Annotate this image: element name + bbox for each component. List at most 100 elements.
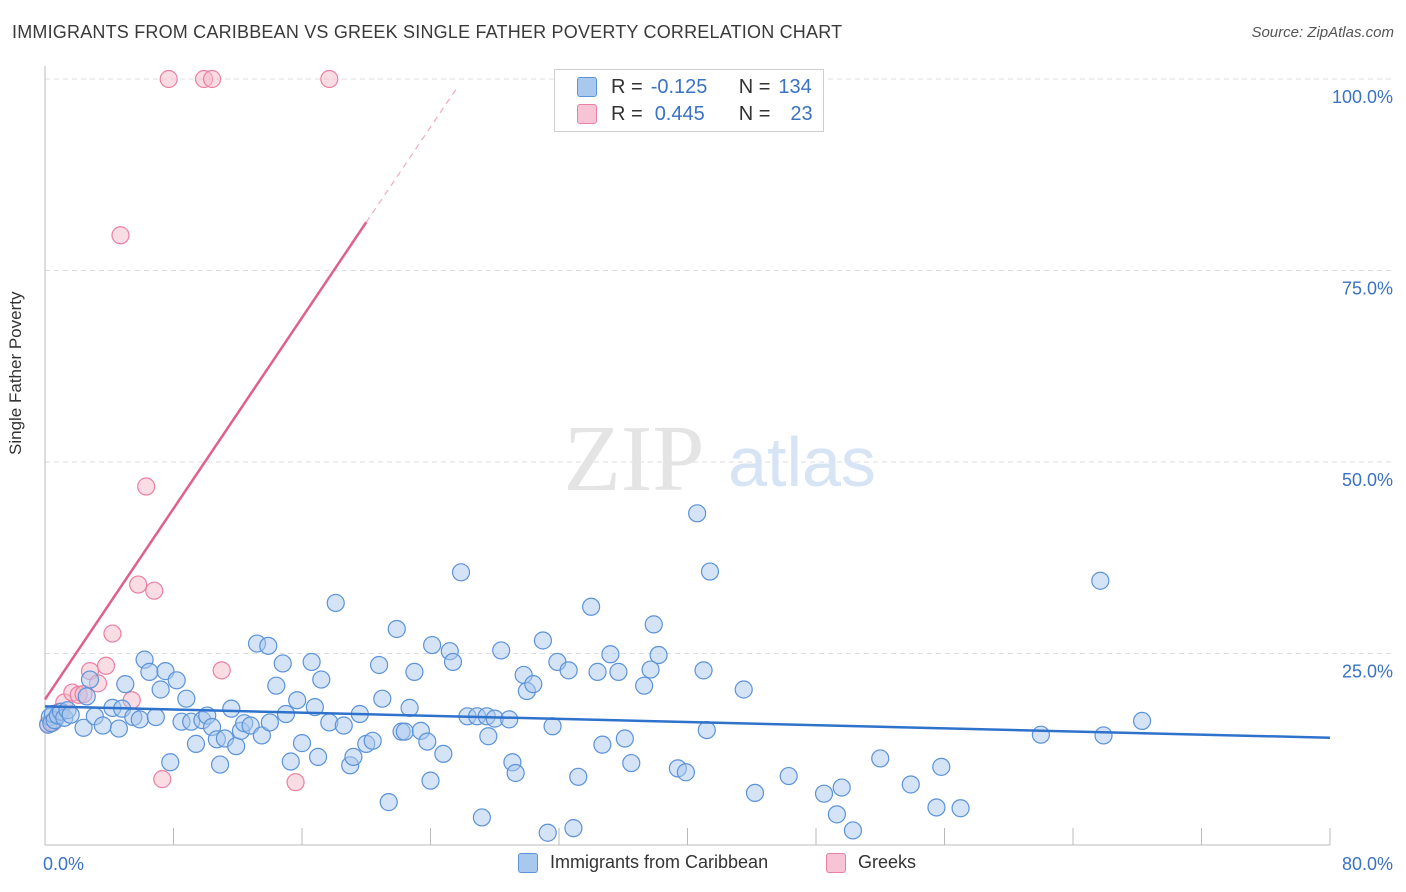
caribbean-point: [901, 775, 920, 794]
y-tick-label: 100.0%: [1332, 87, 1393, 107]
gridlines: [45, 78, 1392, 654]
caribbean-point: [649, 645, 668, 665]
caribbean-point: [395, 722, 414, 741]
greeks-point: [111, 226, 130, 245]
caribbean-point: [814, 784, 834, 803]
caribbean-point: [635, 676, 654, 695]
chart-title: IMMIGRANTS FROM CARIBBEAN VS GREEK SINGL…: [12, 22, 843, 42]
caribbean-point: [434, 744, 453, 763]
caribbean-point: [927, 798, 946, 817]
caribbean-point: [151, 680, 170, 699]
caribbean-point: [400, 698, 419, 717]
greeks-trend-extension: [365, 86, 459, 223]
r-label: R =: [611, 102, 643, 125]
caribbean-point: [93, 716, 112, 735]
caribbean-point: [370, 655, 389, 675]
caribbean-point: [533, 631, 553, 650]
caribbean-point: [694, 661, 713, 680]
caribbean-point: [418, 732, 437, 751]
pink-swatch: [826, 852, 846, 873]
greeks-point: [202, 69, 222, 89]
greeks-point: [286, 773, 305, 792]
caribbean-point: [373, 689, 392, 708]
pink-swatch: [577, 104, 597, 124]
r-value: -0.125: [650, 75, 708, 98]
caribbean-point: [500, 710, 519, 729]
greeks-point: [103, 624, 122, 643]
caribbean-trend-line: [44, 705, 1331, 740]
greeks-point: [145, 581, 164, 600]
caribbean-point: [227, 737, 246, 756]
n-label: N =: [738, 102, 771, 125]
caribbean-point: [74, 718, 93, 737]
blue-swatch: [518, 852, 538, 873]
legend-item-caribbean: Immigrants from Caribbean: [518, 852, 768, 873]
y-tick-label: 50.0%: [1342, 470, 1393, 490]
caribbean-point: [281, 752, 300, 771]
caribbean-point: [387, 619, 406, 639]
zipatlas-watermark: ZIP atlas: [564, 407, 876, 511]
caribbean-point: [405, 662, 424, 681]
caribbean-point: [582, 597, 601, 616]
caribbean-point: [779, 766, 798, 786]
caribbean-point: [932, 757, 951, 776]
greeks-point: [159, 69, 178, 89]
legend-row-greeks: R = 0.445 N = 23: [577, 102, 813, 126]
legend-label: Greeks: [858, 852, 917, 872]
greeks-point: [96, 656, 116, 675]
greeks-point: [153, 770, 172, 789]
caribbean-point: [423, 635, 442, 655]
caribbean-point: [288, 691, 307, 710]
caribbean-point: [472, 808, 491, 827]
x-tick-label: 80.0%: [1342, 854, 1393, 874]
caribbean-point: [492, 641, 511, 660]
y-tick-label: 75.0%: [1342, 279, 1393, 299]
caribbean-point: [479, 727, 498, 746]
caribbean-point: [609, 662, 628, 681]
caribbean-point: [832, 778, 851, 797]
y-axis-label: Single Father Poverty: [6, 291, 25, 455]
caribbean-point: [312, 670, 331, 689]
greeks-point: [320, 69, 339, 89]
series-legend: Immigrants from Caribbean Greeks: [0, 852, 1406, 878]
caribbean-point: [688, 504, 707, 523]
caribbean-point: [745, 783, 765, 803]
caribbean-point: [676, 763, 695, 782]
caribbean-point: [538, 823, 557, 842]
watermark-zip: ZIP: [564, 407, 705, 511]
caribbean-point: [697, 720, 716, 740]
caribbean-point: [80, 670, 100, 689]
caribbean-point: [267, 676, 286, 695]
caribbean-point: [334, 716, 353, 735]
caribbean-point: [305, 698, 324, 717]
caribbean-point: [443, 652, 463, 672]
caribbean-point: [116, 675, 135, 694]
caribbean-point: [506, 763, 525, 783]
greeks-trend-line: [43, 221, 368, 701]
caribbean-point: [871, 749, 890, 768]
greeks-point: [212, 661, 231, 680]
watermark-atlas: atlas: [728, 423, 876, 501]
caribbean-point: [259, 636, 278, 655]
n-value: 23: [790, 102, 813, 125]
caribbean-point: [644, 615, 663, 634]
caribbean-point: [1031, 725, 1050, 744]
caribbean-point: [827, 805, 846, 824]
caribbean-point: [77, 687, 96, 706]
caribbean-point: [622, 753, 641, 773]
caribbean-point: [1132, 711, 1152, 731]
caribbean-point: [161, 753, 180, 772]
caribbean-point: [1094, 726, 1113, 745]
greeks-point: [129, 575, 148, 594]
caribbean-point: [276, 704, 296, 724]
r-value: 0.445: [654, 102, 705, 125]
caribbean-point: [524, 675, 543, 694]
caribbean-point: [564, 819, 583, 838]
caribbean-point: [177, 689, 196, 708]
legend-item-greeks: Greeks: [826, 852, 916, 873]
caribbean-point: [421, 771, 440, 790]
caribbean-point: [186, 734, 206, 753]
caribbean-point: [569, 767, 588, 786]
blue-swatch: [577, 77, 597, 97]
